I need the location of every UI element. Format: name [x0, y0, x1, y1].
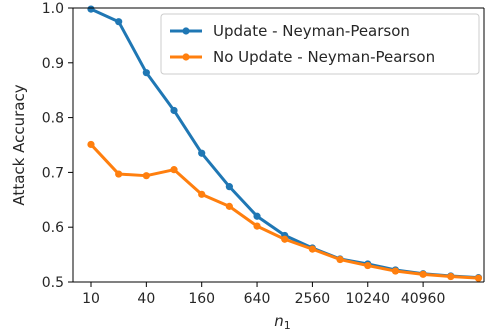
series-1-point — [253, 222, 261, 230]
series-layer — [87, 5, 483, 282]
y-tick-label: 0.9 — [42, 56, 64, 72]
series-0-point — [115, 18, 123, 26]
series-1-point — [198, 190, 206, 198]
series-1-point — [281, 235, 289, 243]
series-1-point — [447, 272, 455, 281]
legend: Update - Neyman-Pearson No Update - Neyma… — [160, 13, 480, 75]
series-1-point — [419, 270, 427, 278]
x-tick-label: 2560 — [295, 291, 331, 307]
legend-label: Update - Neyman-Pearson — [213, 22, 410, 40]
series-line-1 — [89, 143, 479, 280]
series-0-point — [253, 212, 261, 220]
y-tick-label: 1.0 — [42, 1, 64, 17]
series-0-point — [170, 106, 178, 115]
x-tick-label: 640 — [244, 291, 271, 307]
series-1-point — [170, 166, 178, 174]
legend-marker — [182, 53, 190, 61]
series-1-point — [225, 202, 233, 210]
axes-layer — [72, 7, 485, 283]
y-tick-label: 0.8 — [42, 111, 64, 127]
series-0-point — [225, 183, 233, 191]
legend-box — [160, 13, 480, 75]
series-0-point — [198, 149, 206, 157]
series-1-point — [115, 170, 123, 178]
x-tick-label: 10240 — [345, 291, 390, 307]
legend-label: No Update - Neyman-Pearson — [213, 48, 435, 66]
series-0-point — [87, 5, 95, 13]
series-1-point — [308, 245, 317, 253]
legend-marker — [182, 27, 190, 35]
series-1-point — [364, 261, 372, 270]
series-1-point — [391, 267, 400, 275]
y-tick-label: 0.7 — [42, 165, 64, 181]
series-0-point — [142, 69, 150, 77]
x-tick-label: 10 — [82, 291, 100, 307]
series-1-point — [87, 140, 95, 149]
series-1-point — [142, 172, 150, 180]
x-axis-label: n1 — [274, 312, 291, 332]
ticks-layer: 0.5 0.6 0.7 0.8 0.9 1.0 10 40 160 640 2560 10240 409… — [42, 1, 446, 307]
x-tick-label: 160 — [188, 291, 215, 307]
x-tick-label: 40960 — [401, 291, 446, 307]
x-tick-label: 40 — [137, 291, 155, 307]
series-1-point — [474, 274, 483, 282]
y-axis-label: Attack Accuracy — [10, 84, 28, 205]
y-tick-label: 0.5 — [42, 275, 64, 291]
y-tick-label: 0.6 — [42, 220, 64, 236]
series-1-point — [336, 255, 344, 264]
